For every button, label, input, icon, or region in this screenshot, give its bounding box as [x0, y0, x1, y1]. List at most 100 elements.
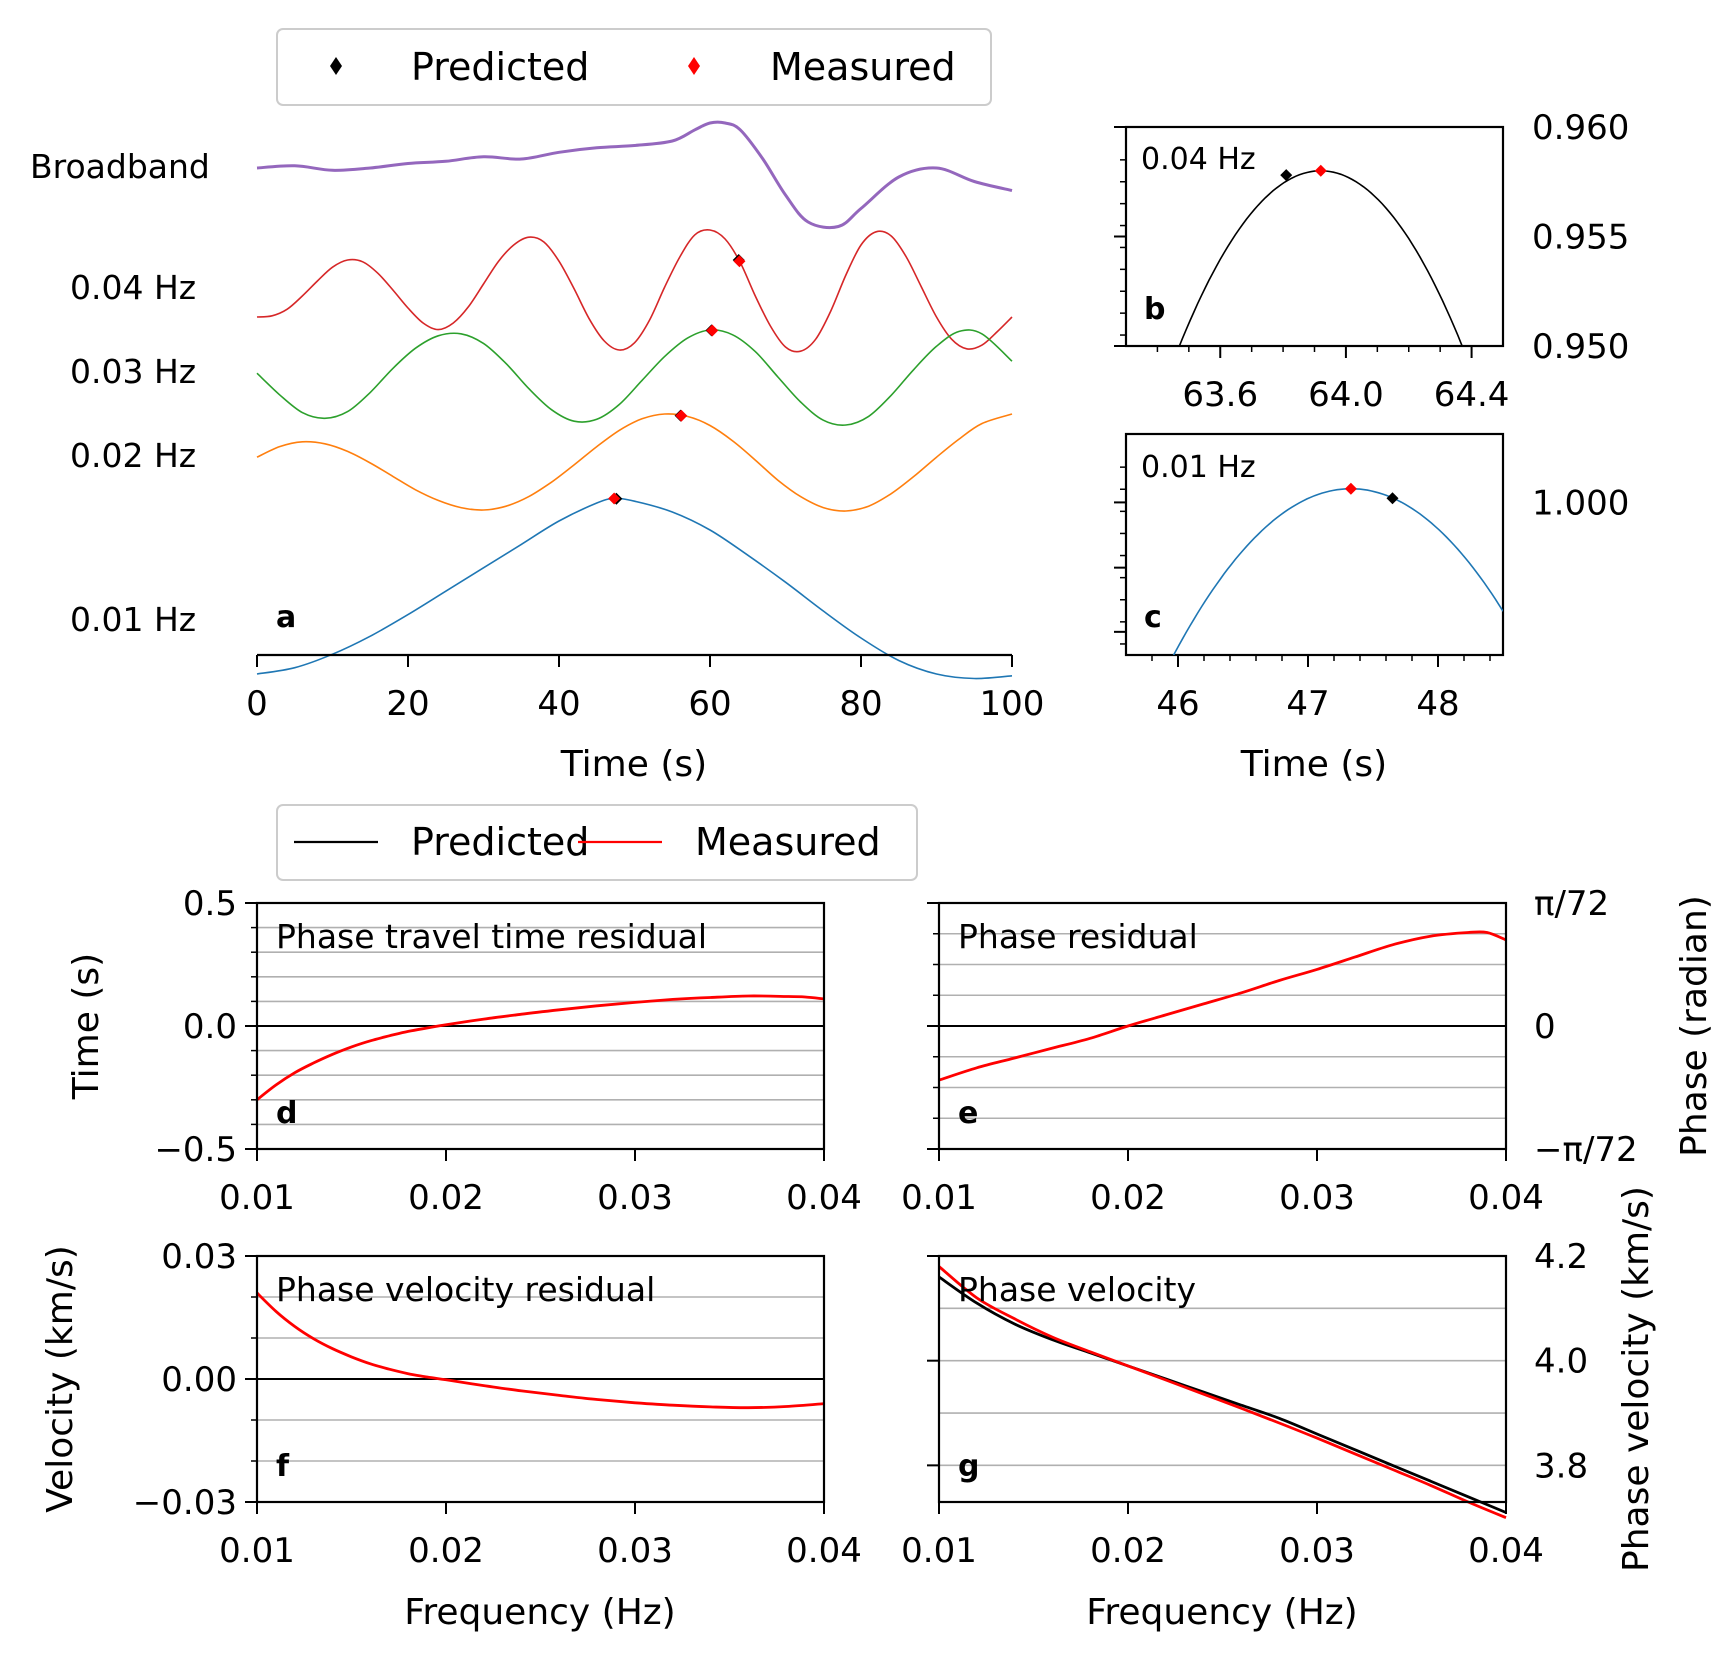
panel-e: 0.01 0.02 0.03 0.04 −π/72 0 π/72 Phase residua…	[901, 884, 1715, 1218]
measured-marker-1	[733, 255, 746, 268]
panel-e-y-label: Phase (radian)	[1674, 895, 1715, 1157]
panel-b-y-tick-label-2: 0.960	[1532, 108, 1629, 148]
legend-predicted-label: Predicted	[411, 45, 589, 89]
trace-line-3	[256, 329, 1013, 426]
panel-g-y-label: Phase velocity (km/s)	[1616, 1186, 1657, 1572]
panel-g-y-tick-label-0: 3.8	[1534, 1446, 1588, 1486]
panel-b-y-tick-label-0: 0.950	[1532, 327, 1629, 367]
panel-c-y-tick-label-0: 1.000	[1532, 483, 1629, 523]
measured-marker-4	[608, 492, 621, 505]
panel-c-x-tick-label-2: 48	[1416, 684, 1459, 724]
trace-line-5	[256, 497, 1013, 680]
panel-c-predicted-marker	[1386, 492, 1399, 505]
panel-d-ticks: 0.01 0.02 0.03 0.04 −0.5 0.0 0.5	[154, 884, 861, 1218]
panel-c-x-tick-label-1: 47	[1286, 684, 1329, 724]
panel-d-y-tick-label-1: 0.0	[183, 1007, 237, 1047]
trace-line-2	[256, 229, 1013, 353]
panel-f-y-tick-label-2: 0.03	[161, 1237, 237, 1277]
panel-f-x-tick-label-2: 0.03	[597, 1531, 673, 1571]
panel-a-x-label: Time (s)	[560, 744, 707, 785]
panel-c-annotation: 0.01 Hz	[1141, 450, 1256, 485]
panel-d-plot	[256, 994, 825, 1101]
panel-label-f: f	[276, 1449, 290, 1484]
measured-marker-3	[675, 409, 688, 422]
legend-markers-box	[276, 28, 992, 106]
legend-lines-predicted-label: Predicted	[411, 820, 589, 864]
measured-marker-2	[706, 324, 719, 337]
panel-g: 0.01 0.02 0.03 0.04 3.8 4.0 4.2 Phase velocity…	[901, 1186, 1657, 1633]
panel-b: 63.6 64.0 64.4 0.950 0.955 0.960 0.04 Hz b	[1114, 108, 1629, 415]
panel-g-series-predicted	[938, 1275, 1507, 1514]
trace-label-003hz: 0.03 Hz	[70, 352, 196, 391]
panel-c-plot	[1172, 482, 1503, 655]
panel-f-ticks: 0.01 0.02 0.03 0.04 −0.03 0.00 0.03	[133, 1237, 862, 1571]
panel-f-grid	[257, 1296, 824, 1462]
panel-g-plot	[938, 1265, 1507, 1519]
panel-g-series-measured	[938, 1265, 1507, 1519]
panel-g-grid	[939, 1307, 1506, 1467]
panel-d-x-tick-label-1: 0.02	[408, 1178, 484, 1218]
panel-c-x-label: Time (s)	[1240, 744, 1387, 785]
panel-d-x-tick-label-2: 0.03	[597, 1178, 673, 1218]
panel-g-ticks: 0.01 0.02 0.03 0.04 3.8 4.0 4.2	[901, 1237, 1588, 1571]
panel-label-a: a	[276, 600, 296, 635]
panel-f-series-measured	[256, 1291, 825, 1410]
panel-e-y-tick-label-0: −π/72	[1534, 1130, 1638, 1170]
panel-c-curve	[1172, 487, 1503, 655]
panel-f-plot	[256, 1291, 825, 1410]
panel-b-predicted-marker	[1280, 169, 1293, 182]
panel-d-x-tick-label-0: 0.01	[219, 1178, 295, 1218]
panel-e-x-tick-label-1: 0.02	[1090, 1178, 1166, 1218]
panel-d-grid	[257, 926, 824, 1126]
legend-measured-marker	[688, 57, 700, 75]
panel-b-measured-marker	[1314, 164, 1327, 177]
panel-label-c: c	[1144, 600, 1162, 635]
panel-g-x-label: Frequency (Hz)	[1086, 1592, 1357, 1633]
panel-f-x-tick-label-0: 0.01	[219, 1531, 295, 1571]
panel-label-g: g	[958, 1449, 979, 1484]
trace-label-001hz: 0.01 Hz	[70, 600, 196, 639]
panel-f-y-label: Velocity (km/s)	[40, 1245, 81, 1513]
panel-b-annotation: 0.04 Hz	[1141, 142, 1256, 177]
panel-e-x-tick-label-2: 0.03	[1279, 1178, 1355, 1218]
panel-g-annotation: Phase velocity	[958, 1270, 1196, 1309]
panel-g-frame	[937, 1254, 1508, 1504]
trace-label-004hz: 0.04 Hz	[70, 268, 196, 307]
panel-g-x-tick-label-3: 0.04	[1468, 1531, 1544, 1571]
trace-label-broadband: Broadband	[30, 147, 210, 186]
panel-b-x-tick-label-0: 63.6	[1182, 375, 1258, 415]
panel-e-annotation: Phase residual	[958, 917, 1198, 956]
panel-b-x-tick-label-1: 64.0	[1308, 375, 1384, 415]
panel-d: 0.01 0.02 0.03 0.04 −0.5 0.0 0.5 Phase travel …	[66, 884, 862, 1218]
panel-a-x-tick-label-2: 40	[537, 684, 580, 724]
panel-a-x-tick-label-5: 100	[980, 684, 1045, 724]
panel-f-x-label: Frequency (Hz)	[404, 1592, 675, 1633]
panel-f-y-tick-label-1: 0.00	[161, 1360, 237, 1400]
panel-b-plot	[1178, 164, 1464, 346]
panel-a-x-tick-label-0: 0	[246, 684, 268, 724]
panel-d-annotation: Phase travel time residual	[276, 917, 707, 956]
panel-f: 0.01 0.02 0.03 0.04 −0.03 0.00 0.03 Phase velo…	[40, 1237, 862, 1633]
legend-lines: Predicted Measured	[276, 804, 918, 881]
panel-e-plot	[938, 930, 1507, 1082]
panel-d-y-label: Time (s)	[66, 953, 107, 1100]
panel-g-x-tick-label-1: 0.02	[1090, 1531, 1166, 1571]
panel-c-ticks: 46 47 48 1.000	[1114, 466, 1629, 724]
panel-a-traces	[256, 120, 1013, 680]
legend-lines-measured-label: Measured	[695, 820, 881, 864]
panel-e-y-tick-label-2: π/72	[1534, 884, 1609, 924]
panel-d-series-measured	[256, 994, 825, 1101]
trace-line-4	[256, 413, 1013, 512]
panel-f-annotation: Phase velocity residual	[276, 1270, 655, 1309]
panel-c: 46 47 48 1.000 0.01 Hz c Time (s)	[1114, 432, 1629, 785]
panel-f-y-tick-label-0: −0.03	[133, 1483, 237, 1523]
panel-label-b: b	[1144, 292, 1165, 327]
panel-a-markers	[608, 254, 746, 505]
panel-g-x-tick-label-2: 0.03	[1279, 1531, 1355, 1571]
panel-a-x-tick-label-4: 80	[839, 684, 882, 724]
panel-g-y-tick-label-2: 4.2	[1534, 1237, 1588, 1277]
panel-d-x-tick-label-3: 0.04	[786, 1178, 862, 1218]
legend-predicted-marker	[330, 57, 342, 75]
panel-e-grid	[939, 932, 1506, 1120]
